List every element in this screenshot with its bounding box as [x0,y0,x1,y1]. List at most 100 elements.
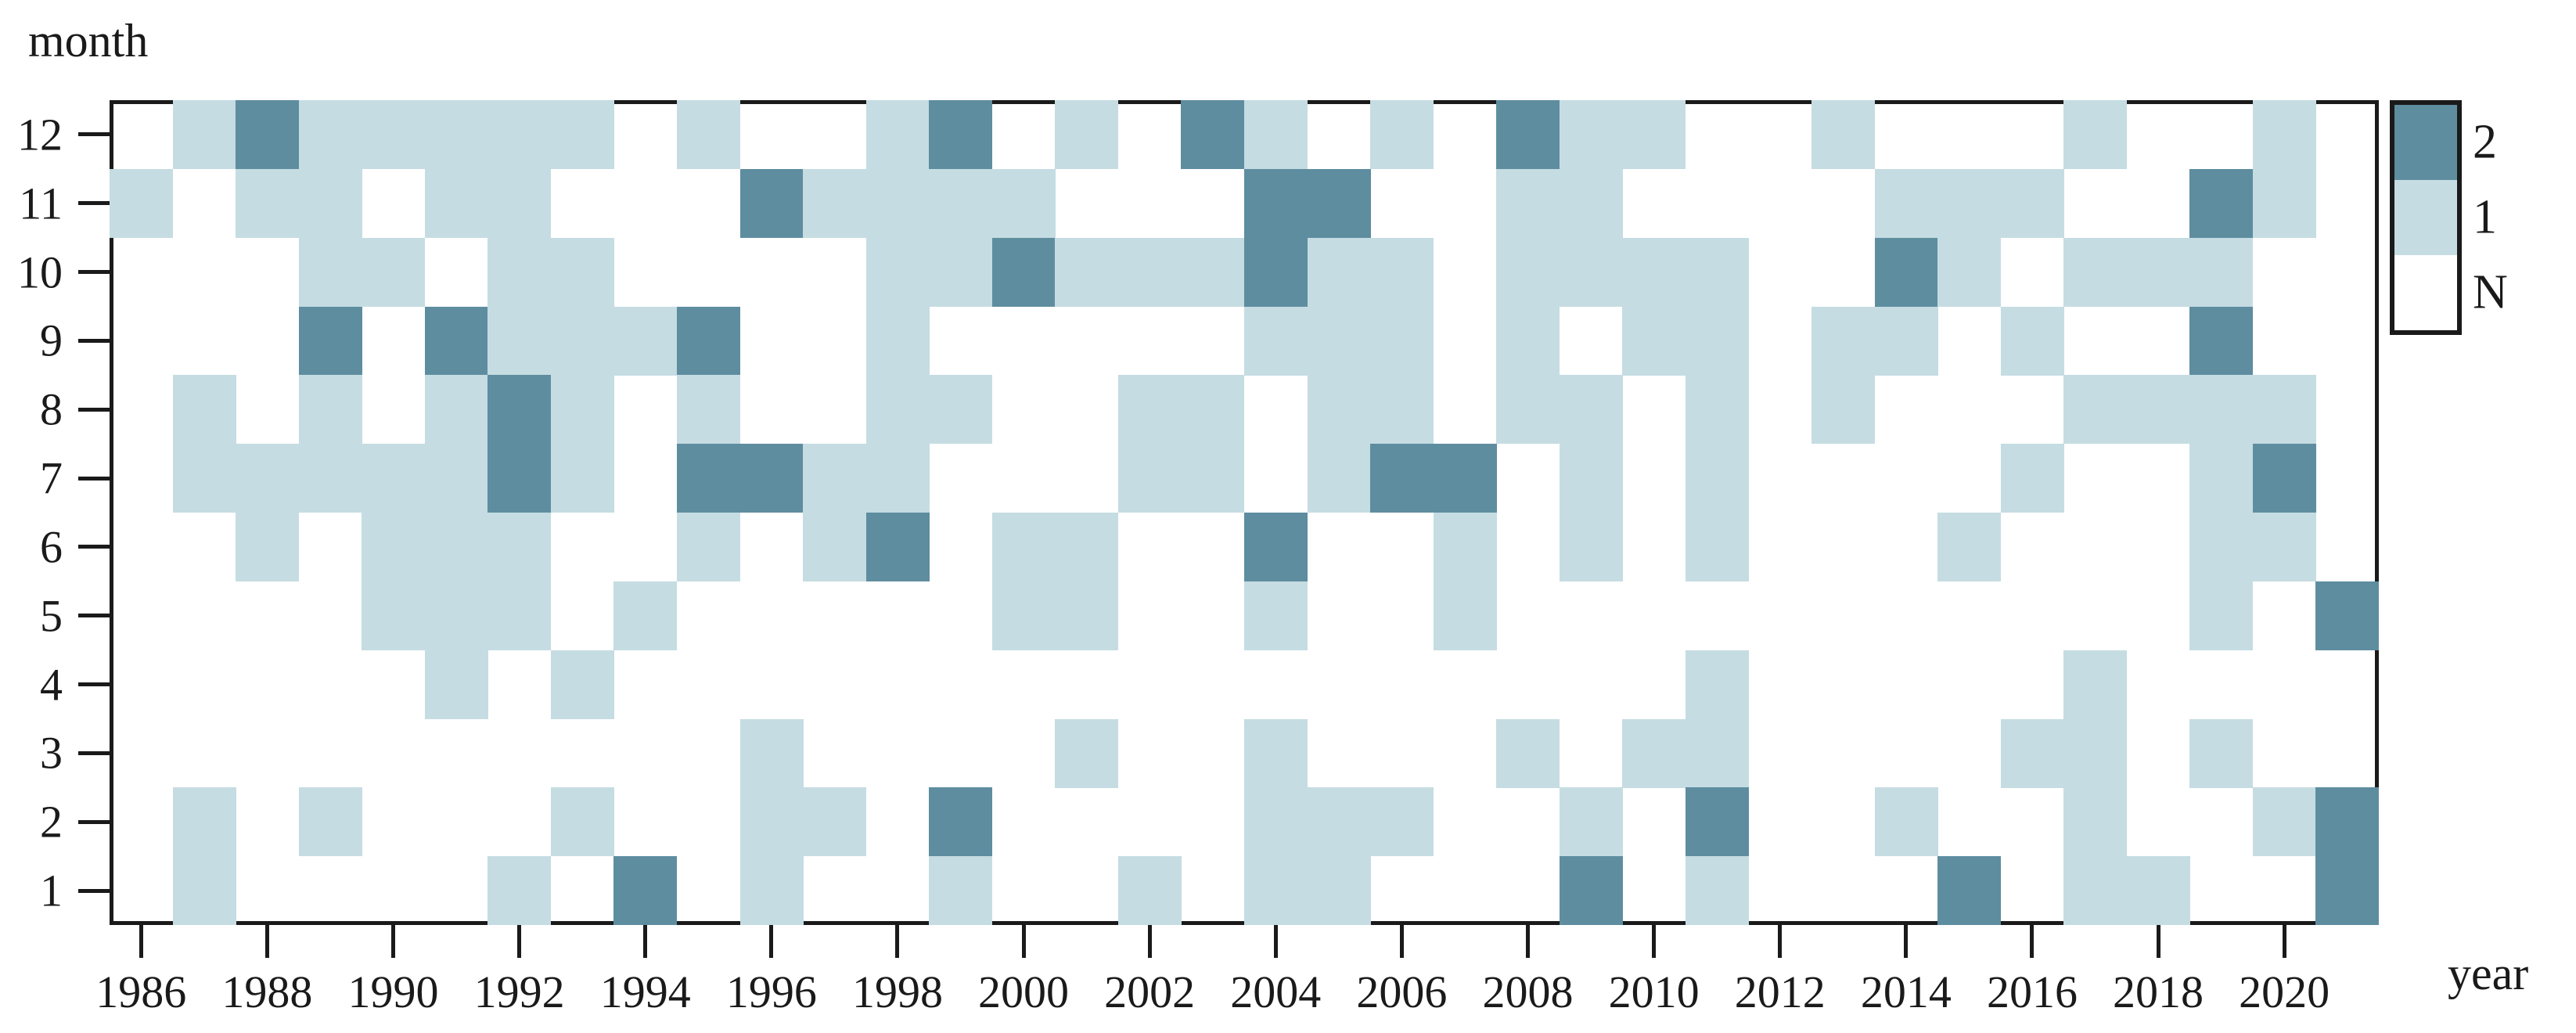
heatmap-cell [677,375,740,445]
heatmap-cell [1307,787,1371,857]
heatmap-cell [929,168,993,238]
heatmap-cell [865,306,930,376]
heatmap-cell [487,306,552,376]
heatmap-cell [1370,100,1434,169]
axis-tick [2282,925,2286,958]
heatmap-cell [1874,168,1938,238]
legend-swatch [2394,180,2457,255]
heatmap-cell [487,444,552,513]
heatmap-cell [2063,787,2128,857]
heatmap-cell [1370,375,1434,445]
y-tick-label: 3 [40,727,63,779]
heatmap-cell [2126,856,2190,926]
heatmap-cell [550,375,614,445]
heatmap-cell [1685,444,1749,513]
legend-label: 1 [2473,190,2497,244]
heatmap-cell [1433,513,1497,581]
heatmap-cell [1685,650,1749,719]
axis-tick [78,682,110,687]
heatmap-cell [1874,237,1938,307]
heatmap-cell [1244,856,1308,926]
heatmap-cell [362,581,426,650]
y-tick-label: 7 [40,452,63,504]
heatmap-cell [1622,237,1686,307]
heatmap-cell [2189,444,2254,513]
heatmap-cell [677,100,740,169]
heatmap-cell [1181,100,1245,169]
heatmap-cell [1055,718,1119,788]
heatmap-cell [991,513,1056,581]
heatmap-cell [1307,375,1371,445]
x-tick-label: 2006 [1356,966,1448,1017]
heatmap-cell [1559,375,1623,445]
heatmap-cell [2126,237,2190,307]
heatmap-cell [1117,856,1182,926]
axis-tick [2030,925,2035,958]
heatmap-cell [803,787,867,857]
heatmap-cell [172,856,236,926]
legend [2390,100,2462,335]
y-tick-label: 4 [40,659,63,711]
heatmap-cell [1559,237,1623,307]
x-tick-label: 2010 [1608,966,1700,1017]
axis-tick [1904,925,1909,958]
heatmap-cell [550,306,614,376]
heatmap-cell [2063,237,2128,307]
heatmap-cell [1055,100,1119,169]
heatmap-cell [1622,306,1686,376]
heatmap-cell [865,168,930,238]
heatmap-cell [2000,168,2064,238]
heatmap-cell [1622,100,1686,169]
heatmap-cell [2126,375,2190,445]
axis-tick [1526,925,1530,958]
axis-tick [78,338,110,343]
heatmap-cell [1244,513,1308,581]
heatmap-cell [1370,237,1434,307]
axis-tick [78,545,110,549]
heatmap-cell [2063,100,2128,169]
y-tick-label: 5 [40,590,63,642]
heatmap-cell [2063,375,2128,445]
heatmap-cell [298,787,362,857]
heatmap-cell [613,581,678,650]
heatmap-cell [677,513,740,581]
x-tick-label: 2000 [978,966,1070,1017]
heatmap-cell [236,100,300,169]
heatmap-cell [2189,306,2254,376]
heatmap-cell [1559,444,1623,513]
heatmap-cell [929,787,993,857]
heatmap-cell [550,650,614,719]
heatmap-cell [1117,444,1182,513]
x-tick-label: 2004 [1230,966,1322,1017]
heatmap-cell [2252,444,2316,513]
heatmap-cell [487,237,552,307]
heatmap-cell [1055,237,1119,307]
axis-tick [1021,925,1026,958]
heatmap-cell [424,306,488,376]
heatmap-cell [1370,444,1434,513]
heatmap-cell [1937,513,2002,581]
heatmap-cell [172,787,236,857]
y-tick-label: 2 [40,796,63,848]
heatmap-cell [487,375,552,445]
heatmap-cell [550,237,614,307]
x-tick-label: 2020 [2239,966,2330,1017]
heatmap-cell [2315,581,2380,650]
axis-tick [895,925,900,958]
heatmap-cell [929,100,993,169]
heatmap-cell [1307,168,1371,238]
heatmap-cell [803,513,867,581]
heatmap-cell [487,168,552,238]
heatmap-cell [1433,444,1497,513]
axis-tick [78,476,110,481]
legend-label: 2 [2473,115,2497,169]
heatmap-cell [2189,375,2254,445]
heatmap-cell [1307,444,1371,513]
x-tick-label: 1994 [599,966,691,1017]
x-tick-label: 1996 [725,966,817,1017]
heatmap-cell [739,718,804,788]
axis-tick [78,614,110,618]
heatmap-cell [865,444,930,513]
heatmap-cell [2189,718,2254,788]
heatmap-cell [1117,375,1182,445]
